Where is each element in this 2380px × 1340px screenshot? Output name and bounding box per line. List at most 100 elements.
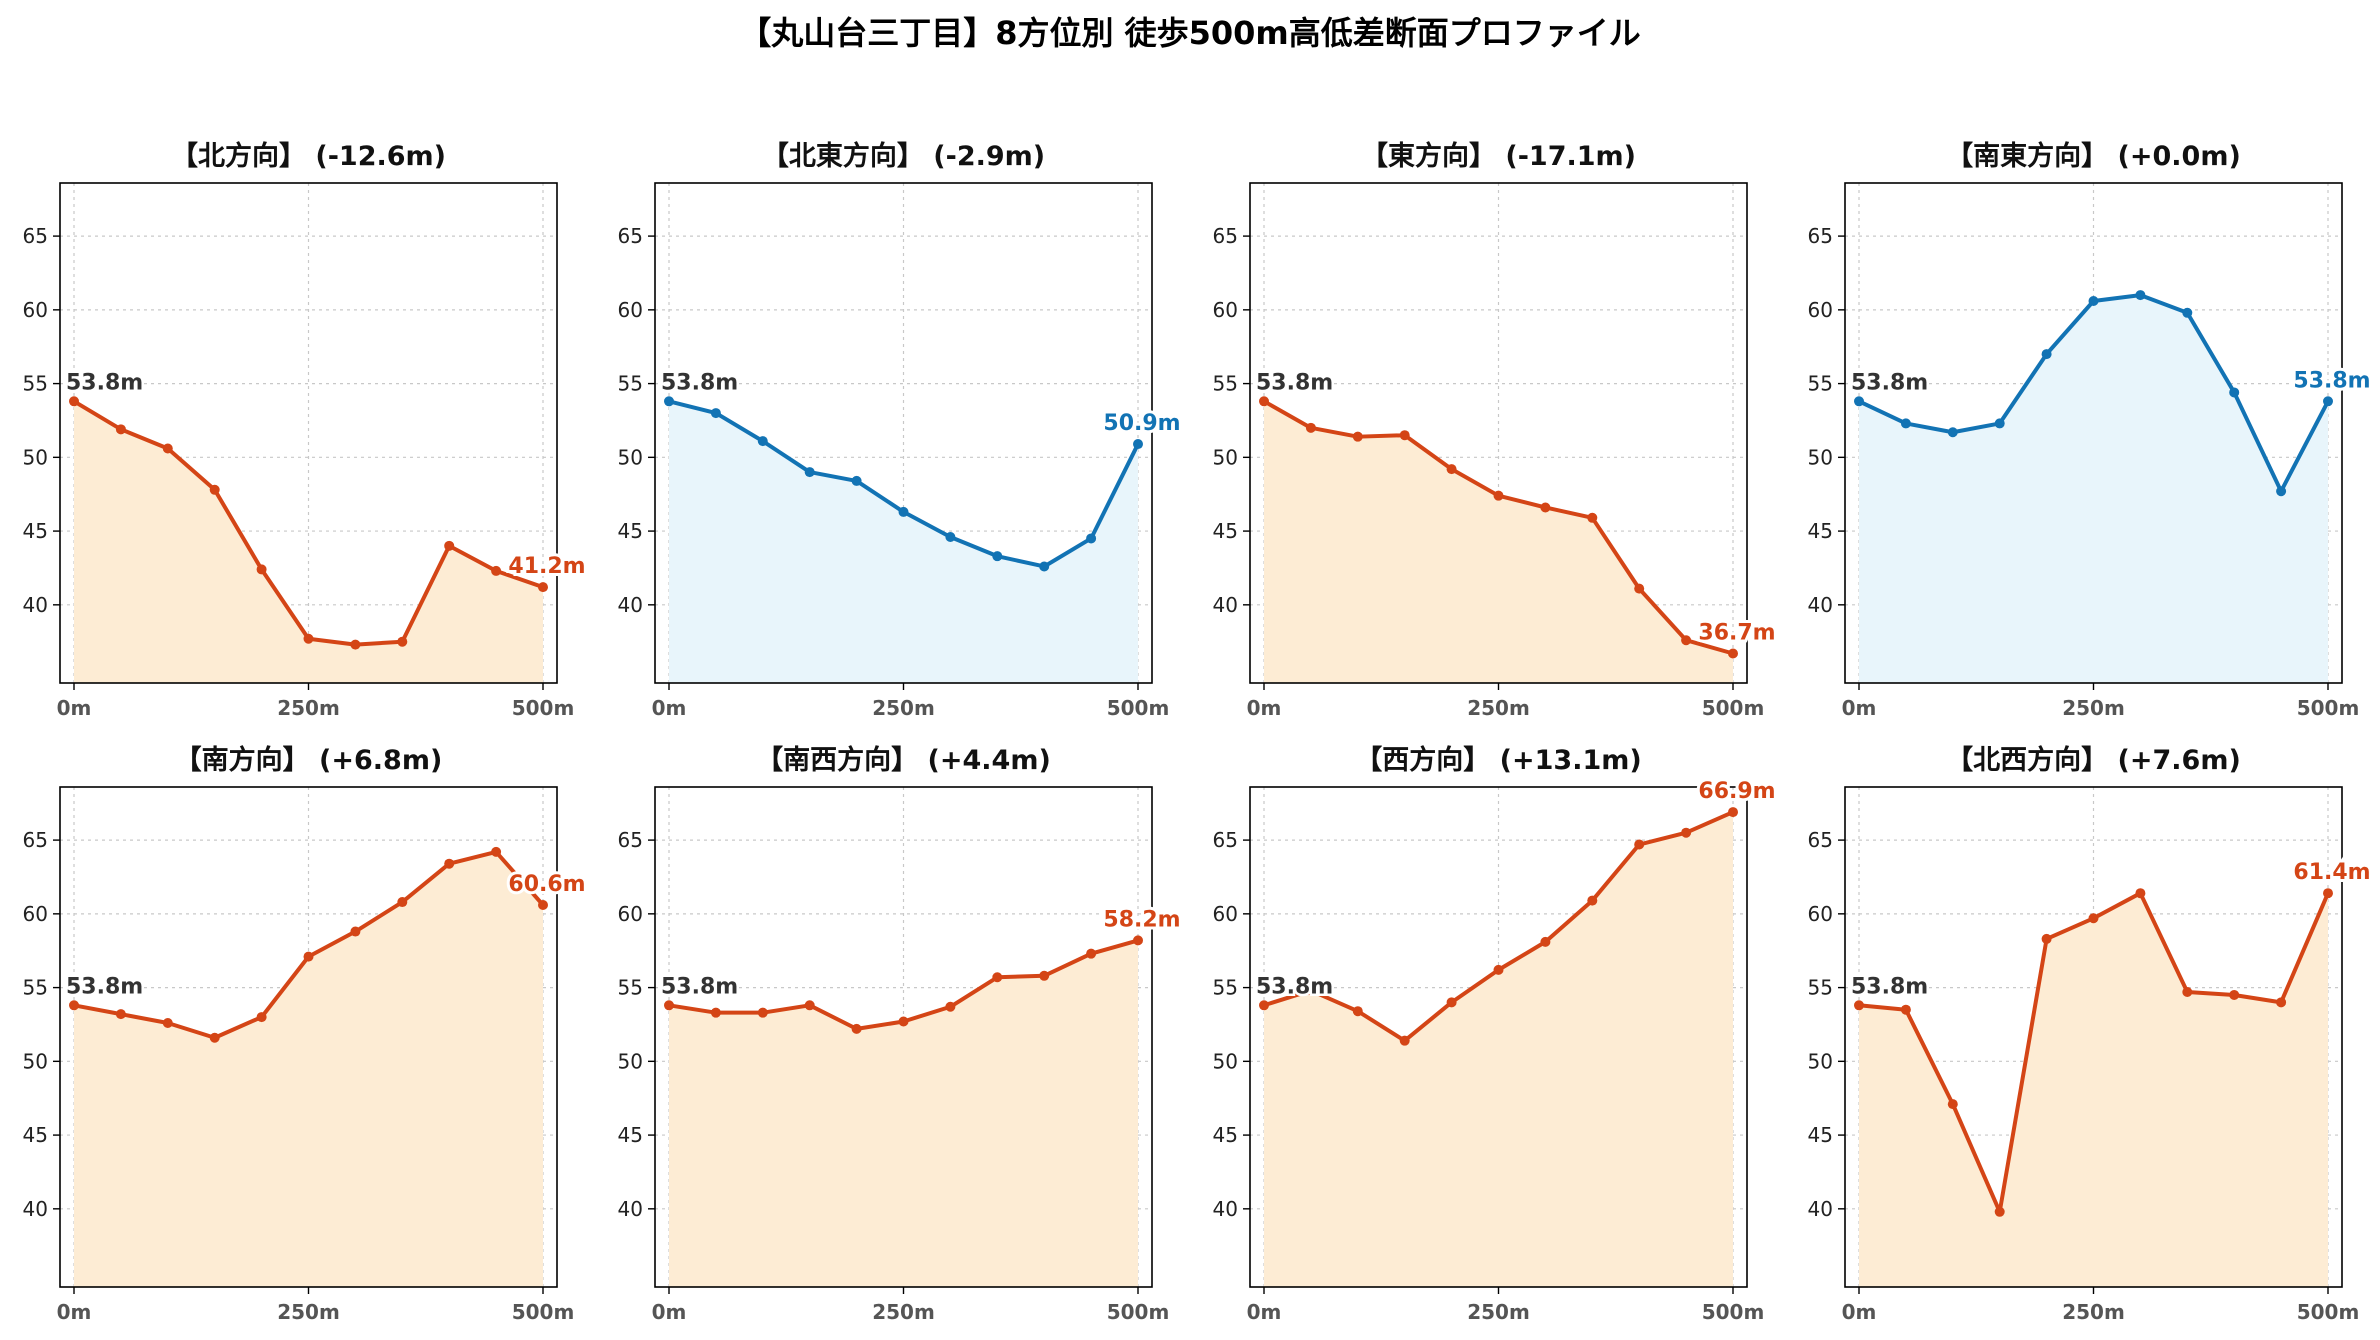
chart-panel: 40 45 50 55 60 65 0m 250m 500m 【南方向】 (+6.8m) 53.8m… [23, 744, 589, 1324]
data-point [2276, 486, 2287, 497]
y-tick-label: 60 [23, 902, 48, 926]
y-tick-label: 45 [23, 1123, 48, 1147]
data-point [1305, 422, 1316, 433]
data-point [303, 633, 314, 644]
y-tick-label: 50 [23, 1049, 48, 1073]
area-fill [1264, 401, 1733, 683]
data-point [1587, 512, 1598, 523]
panel-title: 【東方向】 (-17.1m) [1361, 140, 1636, 172]
data-point [538, 899, 548, 910]
area-fill [669, 940, 1138, 1287]
data-point [350, 639, 361, 650]
y-tick-label: 55 [1808, 372, 1833, 396]
data-point [209, 1032, 220, 1043]
data-point [1086, 533, 1097, 544]
data-point [538, 582, 548, 593]
data-point [491, 846, 502, 857]
data-point [2229, 387, 2240, 398]
data-point [1728, 807, 1738, 818]
data-point [945, 531, 956, 542]
panel-title: 【南方向】 (+6.8m) [175, 744, 443, 776]
data-point [710, 1007, 721, 1018]
data-point [2276, 997, 2287, 1008]
area-fill [1859, 295, 2328, 683]
end-elevation-label: 60.6m [508, 872, 585, 897]
data-point [2182, 987, 2193, 998]
end-elevation-label: 61.4m [2293, 860, 2370, 885]
y-tick-label: 65 [618, 224, 643, 248]
x-tick-label: 0m [57, 696, 92, 720]
y-tick-label: 65 [1808, 224, 1833, 248]
data-point [1446, 997, 1457, 1008]
chart-panel: 40 45 50 55 60 65 0m 250m 500m 【北東方向】 (-2.9m) 53.8… [618, 140, 1184, 720]
data-point [664, 1000, 674, 1011]
data-point [1086, 948, 1097, 959]
data-point [1728, 648, 1738, 659]
y-tick-label: 65 [618, 828, 643, 852]
data-point [804, 467, 815, 478]
y-tick-label: 45 [1808, 1123, 1833, 1147]
x-tick-label: 250m [872, 696, 935, 720]
y-tick-label: 40 [1213, 1197, 1238, 1221]
end-elevation-label: 53.8m [2293, 368, 2370, 393]
x-tick-label: 500m [512, 696, 575, 720]
y-tick-label: 40 [23, 593, 48, 617]
y-tick-label: 45 [618, 1123, 643, 1147]
data-point [444, 858, 455, 869]
y-tick-label: 50 [618, 445, 643, 469]
data-point [1947, 427, 1958, 438]
data-point [2135, 888, 2146, 899]
start-elevation-label: 53.8m [661, 974, 738, 999]
x-tick-label: 500m [1107, 1300, 1170, 1324]
start-elevation-label: 53.8m [1851, 370, 1928, 395]
panel-title: 【南西方向】 (+4.4m) [756, 744, 1051, 776]
x-tick-label: 500m [1107, 696, 1170, 720]
y-tick-label: 60 [23, 298, 48, 322]
data-point [1540, 936, 1551, 947]
y-tick-label: 55 [1213, 372, 1238, 396]
data-point [1305, 985, 1316, 996]
y-tick-label: 50 [618, 1049, 643, 1073]
panel-title: 【南東方向】 (+0.0m) [1946, 140, 2241, 172]
data-point [491, 565, 502, 576]
y-tick-label: 40 [618, 1197, 643, 1221]
y-tick-label: 65 [23, 828, 48, 852]
y-tick-label: 45 [1213, 1123, 1238, 1147]
y-tick-label: 60 [618, 298, 643, 322]
data-point [1587, 895, 1598, 906]
x-tick-label: 250m [1467, 1300, 1530, 1324]
data-point [444, 540, 455, 551]
y-tick-label: 50 [1808, 445, 1833, 469]
data-point [350, 926, 361, 937]
data-point [162, 1017, 173, 1028]
end-elevation-label: 36.7m [1698, 621, 1775, 646]
x-tick-label: 0m [1247, 696, 1282, 720]
x-tick-label: 250m [277, 1300, 340, 1324]
data-point [115, 424, 126, 435]
data-point [1854, 1000, 1864, 1011]
y-tick-label: 65 [23, 224, 48, 248]
chart-panel: 40 45 50 55 60 65 0m 250m 500m 【北西方向】 (+7.6m) 53.8… [1808, 744, 2374, 1324]
y-tick-label: 45 [1808, 519, 1833, 543]
data-point [2323, 396, 2333, 407]
y-tick-label: 60 [1213, 298, 1238, 322]
x-tick-label: 250m [872, 1300, 935, 1324]
data-point [1039, 970, 1050, 981]
x-tick-label: 500m [1702, 1300, 1765, 1324]
chart-panel: 40 45 50 55 60 65 0m 250m 500m 【東方向】 (-17.1m) 53.8… [1213, 140, 1779, 720]
end-elevation-label: 41.2m [508, 554, 585, 579]
data-point [209, 484, 220, 495]
data-point [115, 1009, 126, 1020]
y-tick-label: 40 [1808, 593, 1833, 617]
y-tick-label: 50 [1213, 445, 1238, 469]
chart-panel: 40 45 50 55 60 65 0m 250m 500m 【北方向】 (-12.6m) 53.8… [23, 140, 589, 720]
y-tick-label: 55 [23, 976, 48, 1000]
data-point [1634, 583, 1645, 594]
start-elevation-label: 53.8m [1256, 370, 1333, 395]
end-elevation-label: 66.9m [1698, 779, 1775, 804]
figure-title: 【丸山台三丁目】8方位別 徒歩500m高低差断面プロファイル [739, 14, 1641, 52]
data-point [1259, 396, 1269, 407]
data-point [1352, 431, 1363, 442]
x-tick-label: 0m [1247, 1300, 1282, 1324]
